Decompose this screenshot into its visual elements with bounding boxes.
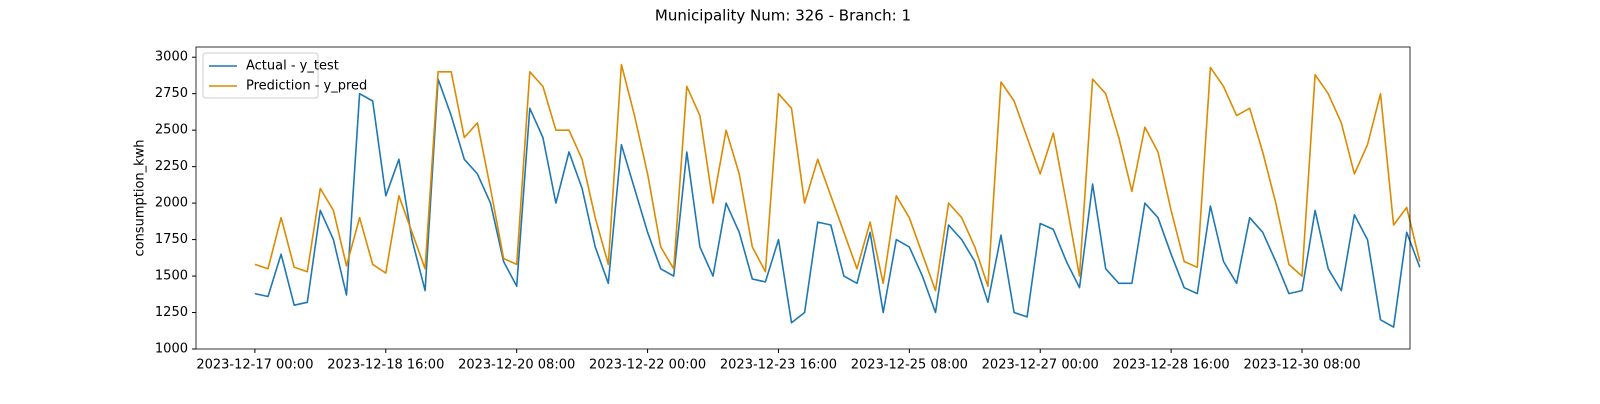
y-tick-label: 1750: [155, 232, 188, 247]
y-tick-label: 1500: [155, 269, 188, 284]
y-tick-label: 1000: [155, 342, 188, 357]
y-tick-label: 1250: [155, 305, 188, 320]
x-tick-label: 2023-12-18 16:00: [327, 358, 444, 373]
y-tick-label: 2500: [155, 123, 188, 138]
x-tick-label: 2023-12-28 16:00: [1113, 358, 1230, 373]
x-tick-label: 2023-12-27 00:00: [982, 358, 1099, 373]
x-tick-label: 2023-12-20 08:00: [458, 358, 575, 373]
data-line: [254, 63, 1421, 292]
data-line: [254, 78, 1421, 328]
y-tick-label: 2000: [155, 196, 188, 211]
y-tick-label: 2750: [155, 86, 188, 101]
legend-label: Prediction - y_pred: [246, 79, 367, 94]
x-tick-label: 2023-12-23 16:00: [720, 358, 837, 373]
plot-frame: [195, 46, 1411, 350]
y-axis-label: consumption_kwh: [133, 139, 148, 256]
x-tick-label: 2023-12-22 00:00: [589, 358, 706, 373]
x-tick-label: 2023-12-30 08:00: [1243, 358, 1360, 373]
x-tick-label: 2023-12-17 00:00: [196, 358, 313, 373]
y-tick-label: 3000: [155, 50, 188, 65]
x-tick-label: 2023-12-25 08:00: [851, 358, 968, 373]
chart-title: Municipality Num: 326 - Branch: 1: [655, 7, 911, 25]
y-tick-label: 2250: [155, 159, 188, 174]
legend-label: Actual - y_test: [246, 59, 339, 74]
